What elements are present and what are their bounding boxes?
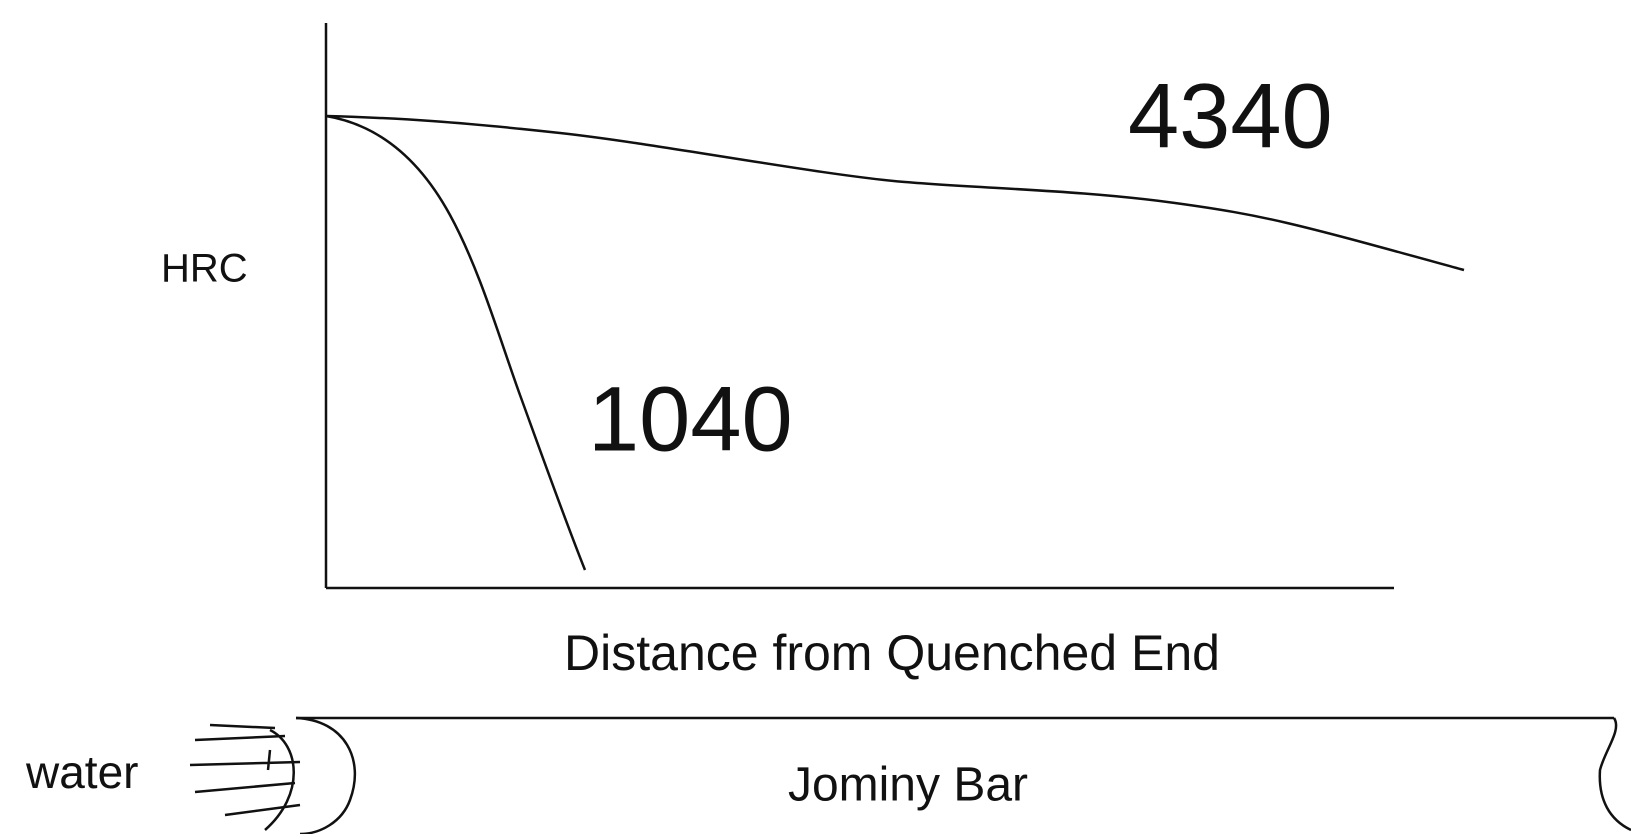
bar-end-inner — [265, 730, 294, 830]
bar-end — [296, 718, 355, 834]
bar-far-end — [1600, 718, 1631, 830]
y-axis-label: HRC — [161, 247, 248, 291]
water-stream — [190, 725, 300, 815]
x-axis-label: Distance from Quenched End — [564, 625, 1220, 681]
bar-label: Jominy Bar — [788, 759, 1028, 812]
curve-1040 — [326, 116, 585, 570]
water-label: water — [25, 746, 138, 798]
curve-label: 1040 — [588, 368, 793, 470]
curve-label: 4340 — [1128, 65, 1333, 167]
jominy-diagram: HRC 4340 1040 Distance from Quenched End… — [0, 0, 1631, 834]
